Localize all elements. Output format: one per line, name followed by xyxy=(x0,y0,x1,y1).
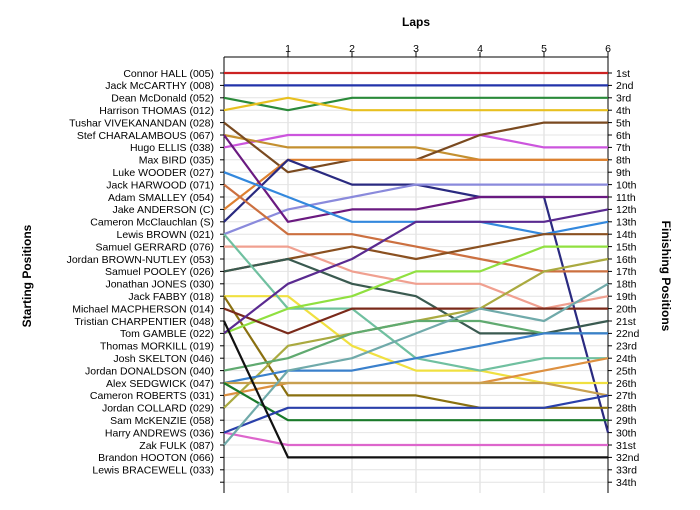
finishing-position-label: 18th xyxy=(616,279,637,291)
finishing-position-label: 33rd xyxy=(616,465,637,477)
finishing-position-label: 5th xyxy=(616,117,631,129)
starting-position-label: Jonathan JONES (030) xyxy=(105,279,214,291)
finishing-position-label: 17th xyxy=(616,266,637,278)
starting-position-label: Hugo ELLIS (038) xyxy=(130,142,214,154)
labels: 1 2 3 4 5 6 Connor HALL (005)Jack McCARTHY (00… xyxy=(67,43,640,489)
finishing-position-label: 25th xyxy=(616,365,637,377)
starting-position-label: Jordan DONALDSON (040) xyxy=(85,365,214,377)
starting-position-label: Stef CHARALAMBOUS (067) xyxy=(77,130,214,142)
series-lines xyxy=(223,71,610,459)
finishing-position-label: 2nd xyxy=(616,80,634,92)
starting-position-label: Zak FULK (087) xyxy=(139,440,214,452)
lap-tick-label: 3 xyxy=(413,43,419,55)
starting-position-label: Alex SEDGWICK (047) xyxy=(106,378,214,390)
series-line-23 xyxy=(223,208,609,335)
starting-position-label: Jordan BROWN-NUTLEY (053) xyxy=(67,254,214,266)
finishing-position-label: 16th xyxy=(616,254,637,266)
series-line-21 xyxy=(223,245,608,335)
series-line-31 xyxy=(223,282,609,446)
finishing-position-label: 31st xyxy=(616,440,636,452)
finishing-position-label: 1st xyxy=(616,68,630,80)
series-line-29 xyxy=(223,382,608,422)
finishing-position-label: 21st xyxy=(616,316,636,328)
top-axis-title: Laps xyxy=(402,15,430,29)
lap-tick-label: 5 xyxy=(541,43,547,55)
starting-position-label: Luke WOODER (027) xyxy=(112,167,214,179)
starting-position-label: Cameron ROBERTS (031) xyxy=(90,390,214,402)
starting-position-label: Lewis BRACEWELL (033) xyxy=(92,465,214,477)
starting-position-label: Adam SMALLEY (054) xyxy=(108,192,214,204)
finishing-position-label: 19th xyxy=(616,291,637,303)
finishing-position-label: 12th xyxy=(616,204,637,216)
starting-position-label: Michael MACPHERSON (014) xyxy=(72,303,214,315)
starting-position-label: Tristian CHARPENTIER (048) xyxy=(74,316,214,328)
lap-tick-label: 6 xyxy=(605,43,611,55)
finishing-position-label: 20th xyxy=(616,303,637,315)
left-axis-title: Starting Positions xyxy=(20,224,34,327)
axes xyxy=(220,52,612,493)
starting-position-label: Jack FABBY (018) xyxy=(128,291,214,303)
starting-position-label: Lewis BROWN (021) xyxy=(117,229,214,241)
series-line-4 xyxy=(223,96,608,112)
finishing-position-label: 27th xyxy=(616,390,637,402)
finishing-position-label: 6th xyxy=(616,130,631,142)
finishing-position-label: 30th xyxy=(616,427,637,439)
finishing-position-label: 23rd xyxy=(616,341,637,353)
series-line-30 xyxy=(223,394,609,434)
finishing-position-label: 24th xyxy=(616,353,637,365)
starting-position-label: Connor HALL (005) xyxy=(123,68,214,80)
finishing-position-label: 29th xyxy=(616,415,637,427)
series-line-5 xyxy=(223,431,608,447)
finishing-position-label: 26th xyxy=(616,378,637,390)
series-line-3 xyxy=(223,96,608,112)
finishing-position-label: 28th xyxy=(616,403,637,415)
lap-tick-label: 2 xyxy=(349,43,355,55)
starting-position-label: Thomas MORKILL (019) xyxy=(100,341,214,353)
starting-position-label: Jake ANDERSON (C) xyxy=(112,204,214,216)
series-line-22 xyxy=(223,307,608,335)
finishing-position-label: 14th xyxy=(616,229,637,241)
finishing-position-label: 4th xyxy=(616,105,631,117)
series-line-12 xyxy=(223,134,608,223)
starting-position-label: Josh SKELTON (046) xyxy=(113,353,214,365)
starting-position-label: Max BIRD (035) xyxy=(139,155,214,167)
starting-position-label: Cameron McClauchlan (S) xyxy=(90,217,214,229)
finishing-position-label: 15th xyxy=(616,241,637,253)
starting-position-label: Jordan COLLARD (029) xyxy=(102,403,214,415)
starting-position-label: Harrison THOMAS (012) xyxy=(99,105,214,117)
finishing-position-label: 13th xyxy=(616,217,637,229)
series-line-28 xyxy=(224,381,609,397)
finishing-position-label: 10th xyxy=(616,179,637,191)
finishing-position-label: 9th xyxy=(616,167,631,179)
finishing-position-label: 22nd xyxy=(616,328,640,340)
finishing-position-label: 8th xyxy=(616,155,631,167)
starting-position-label: Tom GAMBLE (022) xyxy=(120,328,214,340)
starting-position-label: Samuel POOLEY (026) xyxy=(105,266,214,278)
lap-tick-label: 1 xyxy=(285,43,291,55)
finishing-position-label: 11th xyxy=(616,192,636,204)
finishing-position-label: 3rd xyxy=(616,93,631,105)
starting-position-label: Brandon HOOTON (066) xyxy=(98,452,214,464)
finishing-position-label: 32nd xyxy=(616,452,640,464)
starting-position-label: Tushar VIVEKANANDAN (028) xyxy=(69,117,214,129)
starting-position-label: Dean McDonald (052) xyxy=(111,93,214,105)
series-line-6 xyxy=(223,133,608,149)
finishing-position-label: 34th xyxy=(616,477,637,489)
series-line-11 xyxy=(223,183,608,236)
starting-position-label: Sam McKENZIE (058) xyxy=(110,415,214,427)
finishing-position-label: 7th xyxy=(616,142,631,154)
starting-position-label: Jack McCARTHY (008) xyxy=(105,80,214,92)
lap-tick-label: 4 xyxy=(477,43,483,55)
series-line-32 xyxy=(223,320,608,459)
starting-position-label: Jack HARWOOD (071) xyxy=(106,179,214,191)
starting-position-label: Harry ANDREWS (036) xyxy=(105,427,214,439)
right-axis-title: Finishing Positions xyxy=(659,221,673,332)
starting-position-label: Samuel GERRARD (076) xyxy=(96,241,214,253)
